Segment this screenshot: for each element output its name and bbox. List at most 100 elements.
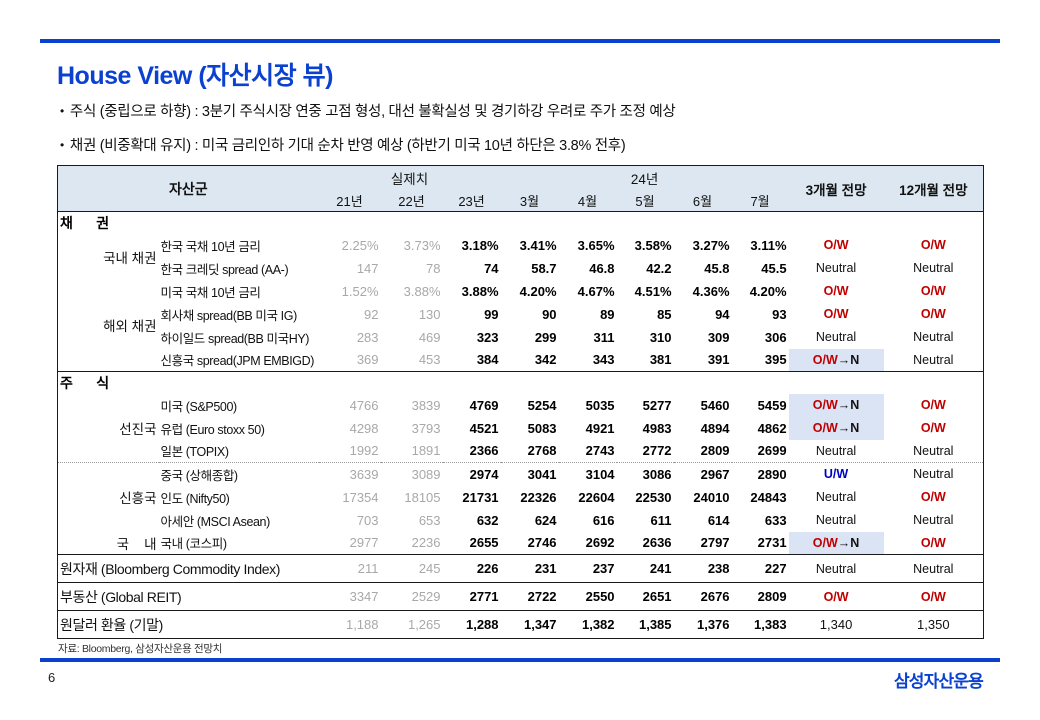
value-cell: 94 bbox=[715, 306, 730, 322]
value-cell: 24010 bbox=[693, 489, 730, 505]
value-cell: 1,383 bbox=[731, 610, 789, 639]
group-cell: 선진국 bbox=[119, 421, 157, 437]
forecast-from: O/W bbox=[812, 398, 838, 412]
value-cell: 238 bbox=[673, 554, 732, 583]
value-cell: 703 bbox=[356, 512, 379, 528]
bullet-icon: • bbox=[60, 138, 64, 152]
forecast-to: →N bbox=[837, 421, 860, 435]
section-row: 주 식 bbox=[57, 371, 984, 394]
value-cell: 3086 bbox=[616, 462, 674, 486]
value-cell: 3.18% bbox=[461, 237, 499, 253]
value-cell: 2743 bbox=[585, 443, 615, 459]
value-cell: 5460 bbox=[700, 397, 730, 413]
forecast-3m-cell: O/W→N bbox=[788, 393, 884, 417]
value-cell: 2236 bbox=[411, 535, 441, 551]
value-cell: 3.88% bbox=[461, 283, 499, 299]
forecast-3m-cell: Neutral bbox=[815, 513, 857, 527]
asset-name-cell: 신흥국 spread(JPM EMBIGD) bbox=[160, 354, 315, 369]
value-cell: 299 bbox=[534, 329, 557, 345]
section-fill-12m bbox=[883, 371, 984, 394]
asset-name-cell: 유럽 (Euro stoxx 50) bbox=[160, 422, 265, 437]
section-fill bbox=[158, 211, 789, 234]
value-cell: 653 bbox=[418, 512, 441, 528]
header-asset-group: 자산군 bbox=[57, 165, 319, 212]
value-cell: 2746 bbox=[527, 535, 557, 551]
forecast-to: →N bbox=[837, 352, 860, 367]
header-outlook-3m: 3개월 전망 bbox=[788, 165, 884, 212]
data-row: 유럽 (Euro stoxx 50) 4298 3793 4521 5083 4921 49… bbox=[58, 416, 984, 440]
asset-name-cell: 부동산 (Global REIT) bbox=[57, 582, 319, 611]
value-cell: 3089 bbox=[380, 462, 443, 486]
value-cell: 3.88% bbox=[403, 283, 441, 299]
value-cell: 4521 bbox=[469, 420, 499, 436]
forecast-12m-cell: 1,350 bbox=[883, 610, 984, 639]
section-label: 채 권 bbox=[57, 211, 159, 234]
value-cell: 42.2 bbox=[646, 260, 672, 276]
value-cell: 3793 bbox=[411, 420, 441, 436]
value-cell: 2676 bbox=[673, 582, 732, 611]
value-cell: 2768 bbox=[527, 443, 557, 459]
value-cell: 4298 bbox=[349, 420, 379, 436]
forecast-3m-cell: O/W→N bbox=[788, 348, 884, 372]
value-cell: 2651 bbox=[616, 582, 674, 611]
value-cell: 3639 bbox=[318, 462, 381, 486]
value-cell: 17354 bbox=[342, 489, 379, 505]
header-actual: 실제치 bbox=[318, 165, 501, 191]
value-cell: 5277 bbox=[642, 397, 672, 413]
value-cell: 22530 bbox=[635, 489, 672, 505]
forecast-3m-cell: O/W→N bbox=[788, 416, 884, 440]
value-cell: 2692 bbox=[585, 535, 615, 551]
value-cell: 22326 bbox=[520, 489, 557, 505]
value-cell: 3104 bbox=[558, 462, 617, 486]
group-cell: 국내 채권 bbox=[103, 250, 157, 266]
data-row: 신흥국 spread(JPM EMBIGD) 369 453 384 342 343 381… bbox=[58, 348, 984, 372]
value-cell: 633 bbox=[764, 512, 787, 528]
asset-name-cell: 아세안 (MSCI Asean) bbox=[160, 514, 271, 529]
bullet-item: • 주식 (중립으로 하향) : 3분기 주식시장 연중 고점 형성, 대선 불확… bbox=[60, 100, 676, 121]
header-outlook-12m: 12개월 전망 bbox=[883, 165, 984, 212]
bullet-list: • 주식 (중립으로 하향) : 3분기 주식시장 연중 고점 형성, 대선 불확… bbox=[60, 100, 676, 168]
group-cell: 신흥국 bbox=[57, 462, 159, 532]
asset-name-cell: 하이일드 spread(BB 미국HY) bbox=[160, 331, 310, 346]
value-cell: 1,265 bbox=[380, 610, 443, 639]
value-cell: 1992 bbox=[349, 443, 379, 459]
value-cell: 2797 bbox=[700, 535, 730, 551]
value-cell: 2.25% bbox=[341, 237, 379, 253]
value-cell: 18105 bbox=[404, 489, 441, 505]
forecast-12m-cell: O/W bbox=[920, 307, 946, 321]
forecast-3m-cell: U/W bbox=[788, 462, 884, 486]
data-row: 국 내 국내 (코스피) 2977 2236 2655 2746 2692 2636 2797 2… bbox=[58, 531, 984, 555]
value-cell: 2550 bbox=[558, 582, 617, 611]
value-cell: 4862 bbox=[757, 420, 787, 436]
value-cell: 45.8 bbox=[704, 260, 730, 276]
value-cell: 453 bbox=[418, 352, 441, 368]
table-header: 자산군 실제치 24년 3개월 전망 12개월 전망 21년 22년 23년 3… bbox=[57, 165, 984, 212]
value-cell: 85 bbox=[657, 306, 672, 322]
header-month-mar: 3월 bbox=[500, 190, 559, 212]
value-cell: 343 bbox=[592, 352, 615, 368]
value-cell: 2974 bbox=[442, 462, 501, 486]
value-cell: 2809 bbox=[731, 582, 789, 611]
value-cell: 1,188 bbox=[318, 610, 381, 639]
value-cell: 4921 bbox=[585, 420, 615, 436]
section-fill-12m bbox=[883, 211, 984, 234]
asset-name-cell: 일본 (TOPIX) bbox=[160, 445, 229, 460]
value-cell: 4.36% bbox=[692, 283, 730, 299]
value-cell: 99 bbox=[484, 306, 499, 322]
section-row: 채 권 bbox=[57, 211, 984, 234]
value-cell: 632 bbox=[476, 512, 499, 528]
value-cell: 93 bbox=[772, 306, 787, 322]
value-cell: 309 bbox=[707, 329, 730, 345]
value-cell: 90 bbox=[542, 306, 557, 322]
value-cell: 2977 bbox=[349, 535, 379, 551]
bullet-text: 채권 (비중확대 유지) : 미국 금리인하 기대 순차 반영 예상 (하반기 … bbox=[69, 138, 626, 154]
top-rule bbox=[40, 39, 1000, 43]
value-cell: 1,382 bbox=[558, 610, 617, 639]
bottom-rule bbox=[40, 658, 1000, 662]
value-cell: 2722 bbox=[500, 582, 559, 611]
value-cell: 323 bbox=[476, 329, 499, 345]
header-month-apr: 4월 bbox=[558, 190, 617, 212]
value-cell: 2731 bbox=[757, 535, 787, 551]
forecast-from: O/W bbox=[812, 352, 838, 367]
